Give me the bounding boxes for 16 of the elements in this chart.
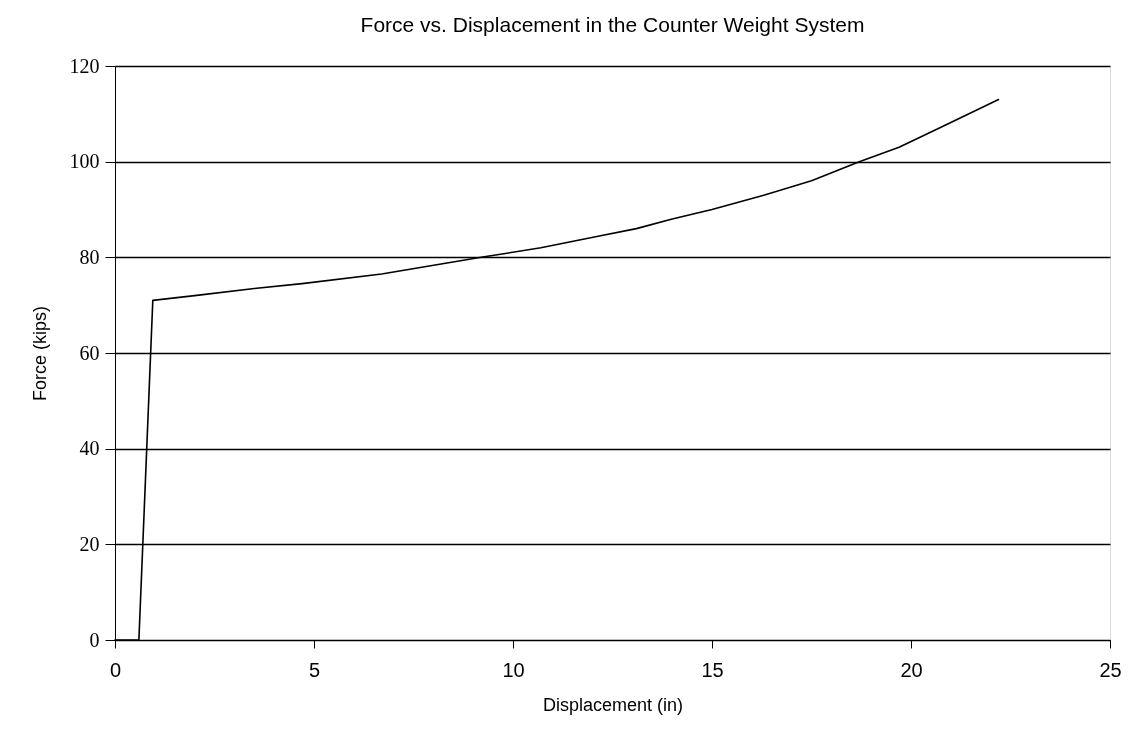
- x-tick-label: 5: [308, 658, 321, 681]
- y-tick-label: 40: [79, 437, 100, 460]
- y-axis-title: Force (kips): [29, 305, 50, 402]
- x-tick-label: 20: [900, 658, 923, 681]
- y-tick-label: 60: [79, 341, 100, 364]
- x-tick-label: 15: [701, 658, 724, 681]
- x-tick-label: 25: [1099, 658, 1122, 681]
- y-tick-label: 20: [79, 532, 100, 555]
- x-tick-label: 0: [109, 658, 122, 681]
- chart-title: Force vs. Displacement in the Counter Weight System: [360, 13, 865, 36]
- y-tick-label: 80: [79, 245, 100, 268]
- x-axis-title: Displacement (in): [542, 694, 684, 715]
- y-tick-label: 120: [69, 54, 100, 77]
- y-tick-label: 100: [69, 150, 100, 173]
- y-tick-label: 0: [89, 628, 100, 651]
- x-tick-label: 10: [502, 658, 525, 681]
